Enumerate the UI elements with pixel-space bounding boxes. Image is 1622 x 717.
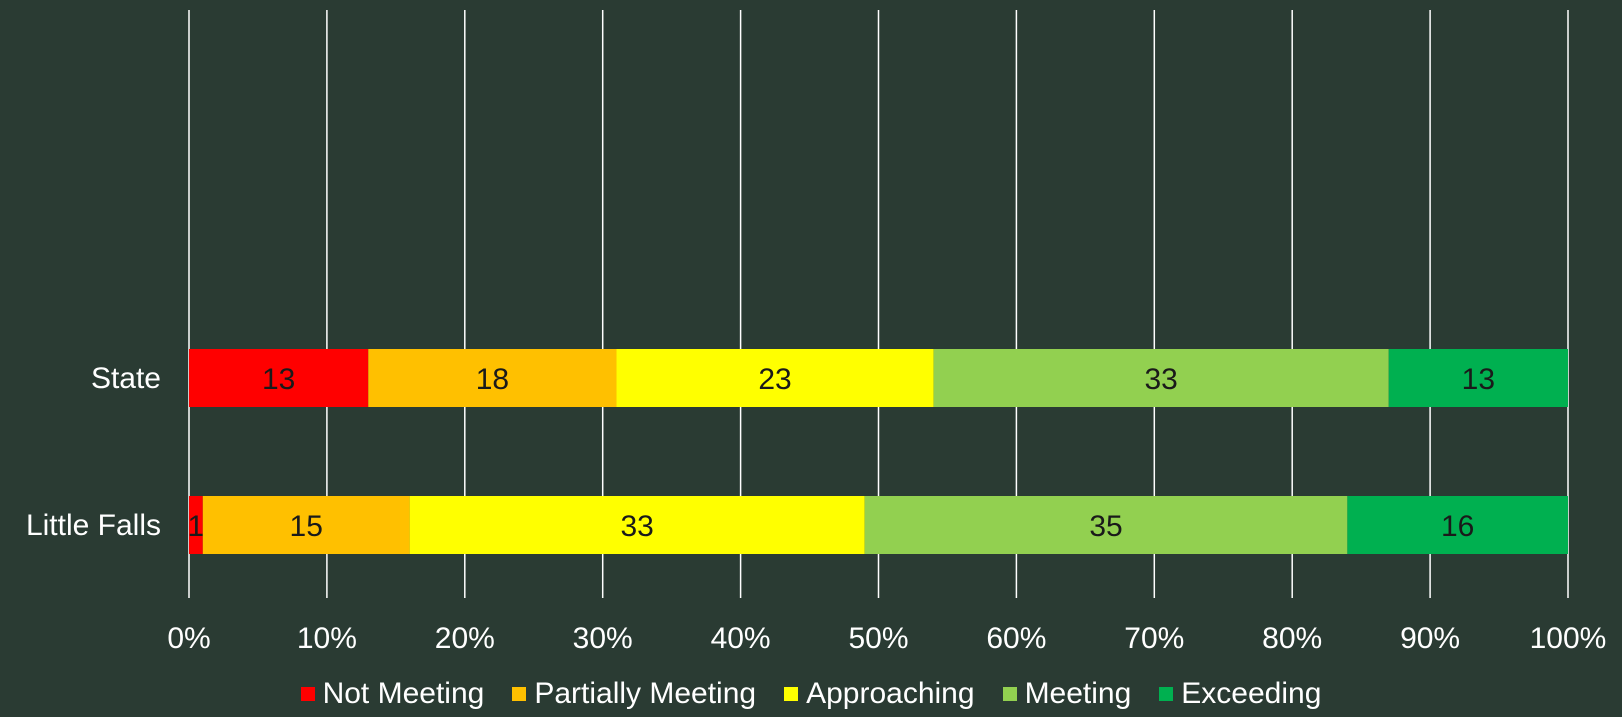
bar-segment	[616, 349, 934, 407]
bar-segment	[368, 349, 617, 407]
bar-segment	[189, 349, 369, 407]
bar-segment	[864, 496, 1348, 554]
legend-swatch	[512, 687, 527, 701]
data-label: 1	[188, 510, 205, 543]
x-tick-label: 20%	[435, 622, 495, 655]
legend-item: Approaching	[784, 677, 975, 711]
x-tick-label: 100%	[1530, 622, 1607, 655]
legend-label: Meeting	[1024, 677, 1132, 710]
bar-segment	[409, 496, 865, 554]
bar-segment	[1347, 496, 1568, 554]
legend-item: Exceeding	[1159, 677, 1321, 711]
bar-segment	[933, 349, 1389, 407]
data-label: 13	[262, 363, 295, 396]
legend-swatch	[300, 687, 315, 701]
data-label: 16	[1441, 510, 1474, 543]
legend-item: Meeting	[1002, 677, 1132, 711]
data-label: 13	[1462, 363, 1495, 396]
data-label: 23	[758, 363, 791, 396]
x-tick-label: 60%	[986, 622, 1046, 655]
bar-segment	[1388, 349, 1568, 407]
legend: Not Meeting Partially Meeting Approaching M…	[0, 676, 1622, 712]
x-tick-label: 80%	[1262, 622, 1322, 655]
category-label: Little Falls	[26, 509, 161, 542]
x-tick-label: 50%	[848, 622, 908, 655]
legend-label: Approaching	[806, 677, 975, 710]
legend-label: Exceeding	[1181, 677, 1322, 710]
x-tick-label: 40%	[711, 622, 771, 655]
x-tick-label: 30%	[573, 622, 633, 655]
legend-swatch	[1002, 687, 1017, 701]
legend-swatch	[784, 687, 799, 701]
stacked-bar-chart: 13 18 23 33 13 State 1 15 33 35 16 Little Falls 0% 10…	[26, 10, 1607, 655]
x-tick-label: 90%	[1400, 622, 1460, 655]
data-label: 33	[1145, 363, 1178, 396]
bar-segment	[189, 496, 203, 554]
legend-label: Partially Meeting	[534, 677, 757, 710]
data-label: 18	[476, 363, 509, 396]
x-tick-label: 0%	[167, 622, 210, 655]
legend-item: Not Meeting	[300, 677, 485, 711]
data-label: 15	[290, 510, 323, 543]
x-tick-label: 70%	[1124, 622, 1184, 655]
legend-swatch	[1159, 687, 1174, 701]
category-label: State	[91, 362, 161, 395]
data-label: 35	[1089, 510, 1122, 543]
x-tick-label: 10%	[297, 622, 357, 655]
data-label: 33	[620, 510, 653, 543]
bar-segment	[202, 496, 410, 554]
legend-item: Partially Meeting	[512, 677, 756, 711]
legend-label: Not Meeting	[322, 677, 485, 710]
